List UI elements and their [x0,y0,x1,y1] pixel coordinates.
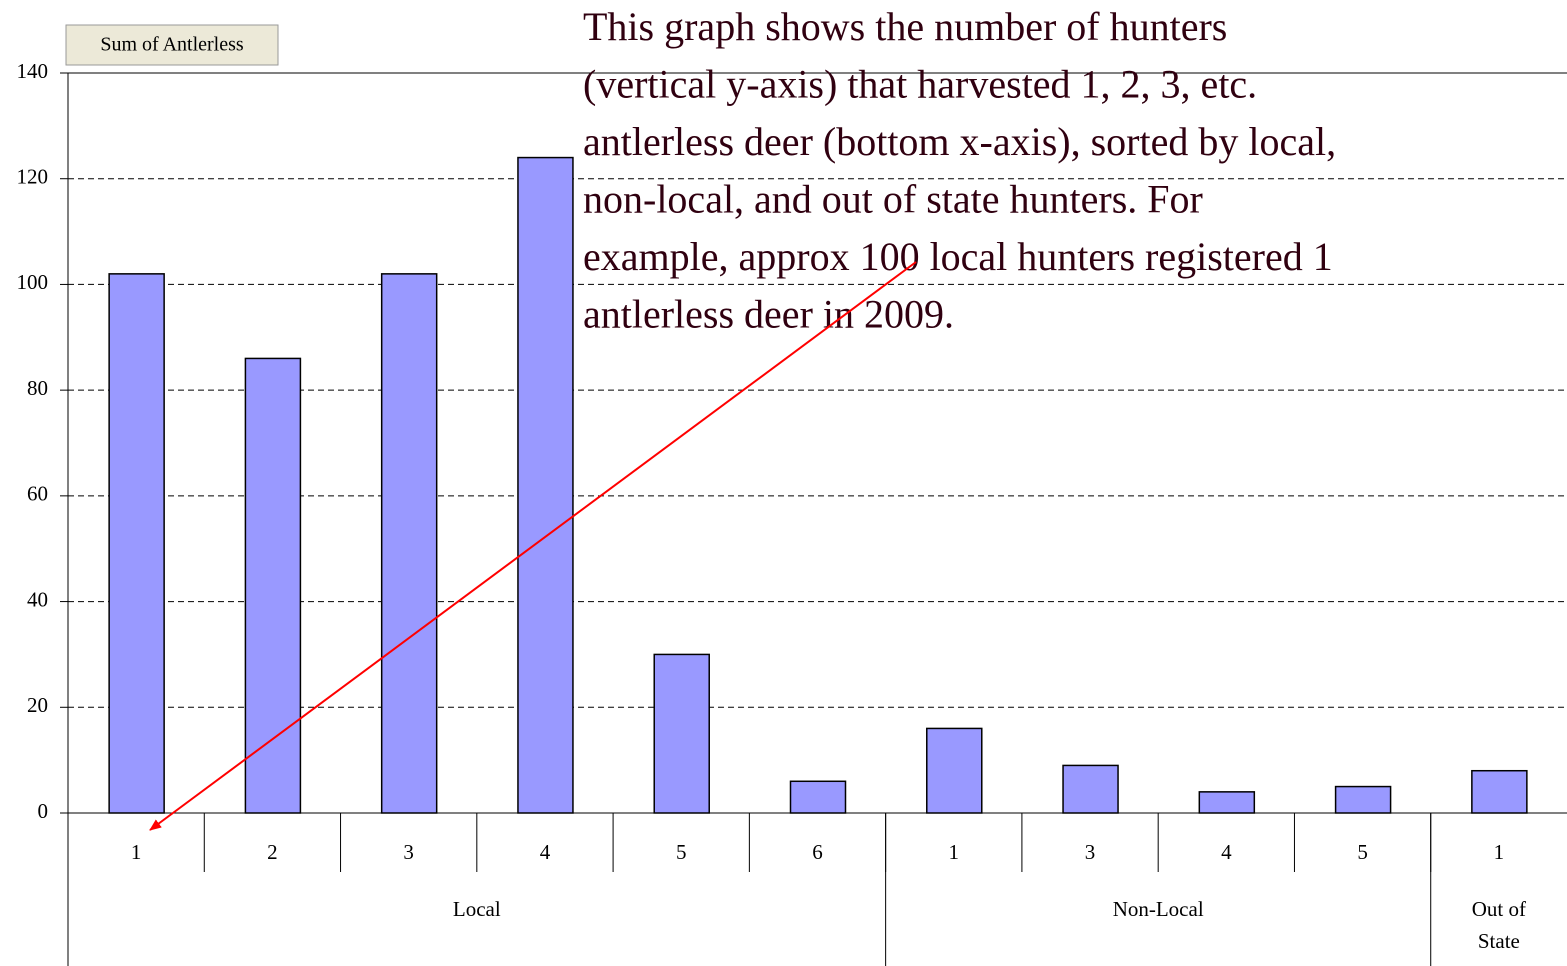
arrow [149,261,917,831]
group-label-line: Out of [1472,897,1526,921]
field-button-label[interactable]: Sum of Antlerless [100,34,244,56]
x-tick-label: 3 [403,840,414,864]
y-tick-label: 60 [27,482,48,506]
group-label: Non-Local [1113,897,1204,921]
axis: 0 20 40 60 80 100 120 140 1 2 3 4 5 6 1 3 4 5 1 Local Non-Lo… [17,59,1526,966]
annotation-line: antlerless deer in 2009. [583,292,954,337]
bar [108,273,165,814]
annotation-line: non-local, and out of state hunters. For [583,177,1203,222]
group-label: Local [453,897,501,921]
bar [1471,769,1528,814]
bar [517,156,574,814]
bar [1334,785,1392,814]
group-label: Out of State [1472,897,1526,953]
y-tick-label: 120 [17,165,49,189]
bar [1062,764,1119,814]
x-tick-label: 1 [949,840,960,864]
x-tick-label: 5 [676,840,687,864]
x-tick-label: 2 [267,840,278,864]
y-tick-label: 80 [27,376,48,400]
bars [108,156,1528,814]
annotation: This graph shows the number of hunters (v… [583,4,1336,337]
bar [380,273,438,814]
field-button[interactable]: Sum of Antlerless [65,24,279,66]
x-tick-label: 4 [540,840,551,864]
x-tick-label: 5 [1357,840,1368,864]
x-tick-label: 4 [1221,840,1232,864]
x-tick-label: 3 [1085,840,1096,864]
annotation-line: This graph shows the number of hunters [583,4,1227,49]
annotation-line: example, approx 100 local hunters regist… [583,234,1333,279]
bar [789,780,847,814]
group-label-line: State [1478,929,1520,953]
y-tick-label: 40 [27,587,48,611]
annotation-line: (vertical y-axis) that harvested 1, 2, 3… [583,62,1257,107]
bar [244,357,302,814]
x-tick-label: 1 [131,840,142,864]
y-tick-label: 20 [27,693,48,717]
x-tick-label: 6 [812,840,823,864]
y-tick-label: 0 [38,799,49,823]
bar [1198,791,1256,814]
y-tick-label: 140 [17,59,49,83]
bar [653,653,710,814]
field-button-box[interactable] [65,24,279,66]
bar [926,727,983,814]
annotation-line: antlerless deer (bottom x-axis), sorted … [583,119,1336,164]
x-tick-label: 1 [1494,840,1505,864]
y-tick-label: 100 [17,270,49,294]
